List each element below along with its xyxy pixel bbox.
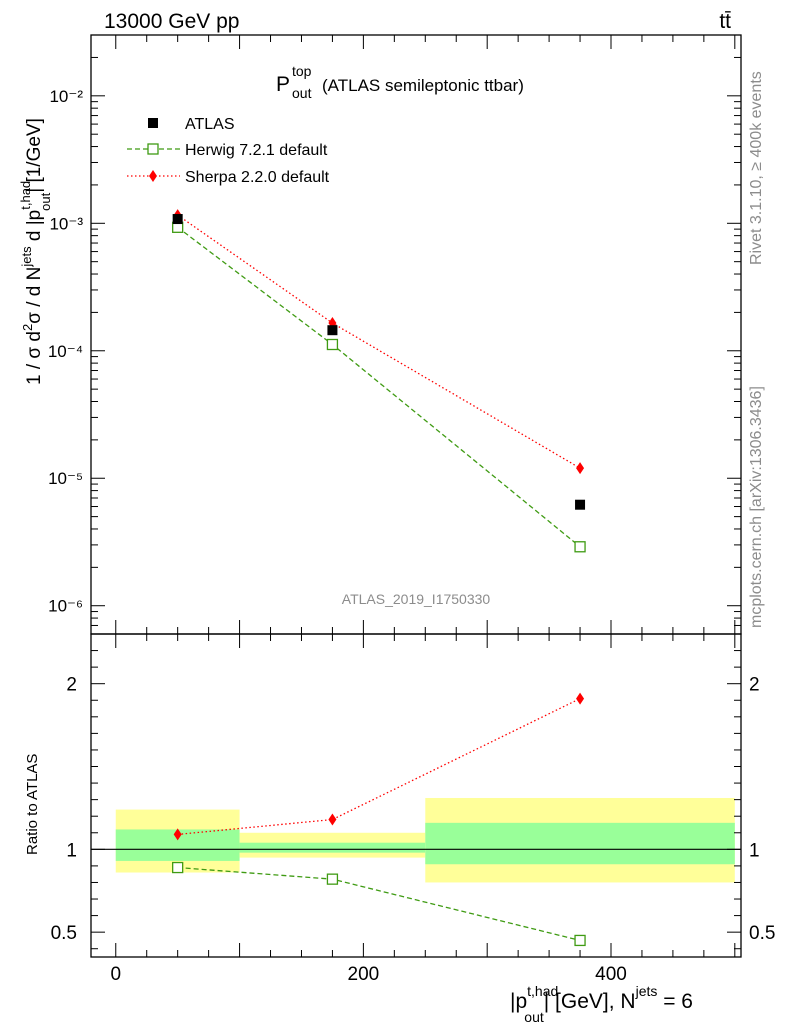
main-panel: 10⁻² 10⁻³ 10⁻⁴ 10⁻⁵ 10⁻⁶ P top out (ATLAS se… bbox=[18, 34, 742, 635]
x-axis-title-text: |pt,had out| [GeV], Njets = 6 bbox=[510, 983, 693, 1024]
ratio-stat-band bbox=[425, 822, 735, 865]
rivet-label: Rivet 3.1.10, ≥ 400k events bbox=[748, 71, 765, 265]
legend-sherpa-label: Sherpa 2.2.0 default bbox=[185, 169, 330, 186]
main-series bbox=[172, 209, 586, 553]
x-tick-label: 200 bbox=[348, 964, 380, 985]
ratio-bands bbox=[91, 797, 741, 883]
main-atlas-point bbox=[172, 214, 183, 225]
main-y-tick-label: 10⁻⁵ bbox=[48, 469, 83, 488]
ratio-frame bbox=[90, 633, 742, 958]
main-atlas-point bbox=[575, 499, 586, 510]
main-sherpa-point bbox=[576, 462, 585, 475]
legend-herwig-marker bbox=[147, 143, 159, 155]
main-herwig-line bbox=[177, 226, 581, 548]
ratio-y-tick-label-right: 2 bbox=[749, 675, 760, 696]
ratio-y-tick-label: 0.5 bbox=[51, 923, 77, 944]
ratio-stat-band bbox=[239, 842, 426, 853]
main-herwig-point bbox=[326, 338, 339, 351]
legend-atlas-label: ATLAS bbox=[185, 116, 235, 133]
process-label: tt̄ bbox=[719, 10, 731, 33]
ratio-axis-ticks: 0.5 0.5 1 1 2 2 0 200 400 bbox=[51, 634, 775, 985]
mcplots-label: mcplots.cern.ch [arXiv:1306.3436] bbox=[748, 386, 765, 628]
main-y-axis-title: 1 / σ d2σ / d Njets d |pt,had out| [1/GeV… bbox=[18, 118, 53, 385]
main-atlas-point bbox=[327, 325, 338, 336]
plot-title-rest: (ATLAS semileptonic ttbar) bbox=[322, 76, 524, 95]
main-y-tick-label: 10⁻⁴ bbox=[48, 342, 83, 361]
main-y-tick-label: 10⁻⁶ bbox=[48, 597, 83, 616]
main-axis-ticks: 10⁻² 10⁻³ 10⁻⁴ 10⁻⁵ 10⁻⁶ bbox=[48, 34, 741, 635]
x-tick-label: 0 bbox=[110, 964, 121, 985]
ratio-sherpa-point bbox=[576, 692, 585, 705]
x-tick-label: 400 bbox=[595, 964, 627, 985]
ratio-herwig-point bbox=[172, 861, 184, 874]
plot-title-sub: out bbox=[292, 85, 312, 101]
ratio-herwig-point bbox=[574, 934, 586, 947]
main-y-tick-label: 10⁻³ bbox=[49, 214, 83, 233]
ratio-herwig-point bbox=[326, 873, 339, 885]
legend: ATLAS Herwig 7.2.1 default Sherpa 2.2.0 … bbox=[127, 116, 330, 186]
ratio-y-tick-label: 2 bbox=[66, 675, 77, 696]
main-y-tick-label: 10⁻² bbox=[49, 87, 83, 106]
legend-herwig-label: Herwig 7.2.1 default bbox=[185, 142, 328, 159]
x-axis-title: |pt,had out| [GeV], Njets = 6 bbox=[510, 983, 693, 1024]
ratio-sherpa-point bbox=[173, 828, 182, 841]
ratio-y-axis-title: Ratio to ATLAS bbox=[24, 754, 41, 855]
analysis-label: ATLAS_2019_I1750330 bbox=[342, 591, 491, 607]
legend-sherpa-marker bbox=[149, 170, 157, 182]
main-sherpa-line bbox=[177, 214, 581, 469]
main-herwig-point bbox=[574, 541, 586, 553]
energy-label: 13000 GeV pp bbox=[104, 10, 239, 33]
plot-title-sup: top bbox=[292, 63, 312, 79]
plot-title-main: P bbox=[276, 73, 290, 96]
ratio-panel: 0.5 0.5 1 1 2 2 0 200 400 Ratio to ATLAS |pt,had… bbox=[24, 633, 775, 1024]
ratio-y-tick-label-right: 0.5 bbox=[749, 923, 775, 944]
ratio-sherpa-point bbox=[328, 813, 337, 826]
ratio-series bbox=[172, 692, 586, 947]
legend-atlas-marker bbox=[148, 118, 158, 128]
ratio-y-tick-label: 1 bbox=[66, 840, 77, 861]
main-y-axis-title-text: 1 / σ d2σ / d Njets d |pt,had out| [1/GeV… bbox=[18, 118, 53, 385]
ratio-y-tick-label-right: 1 bbox=[749, 840, 760, 861]
